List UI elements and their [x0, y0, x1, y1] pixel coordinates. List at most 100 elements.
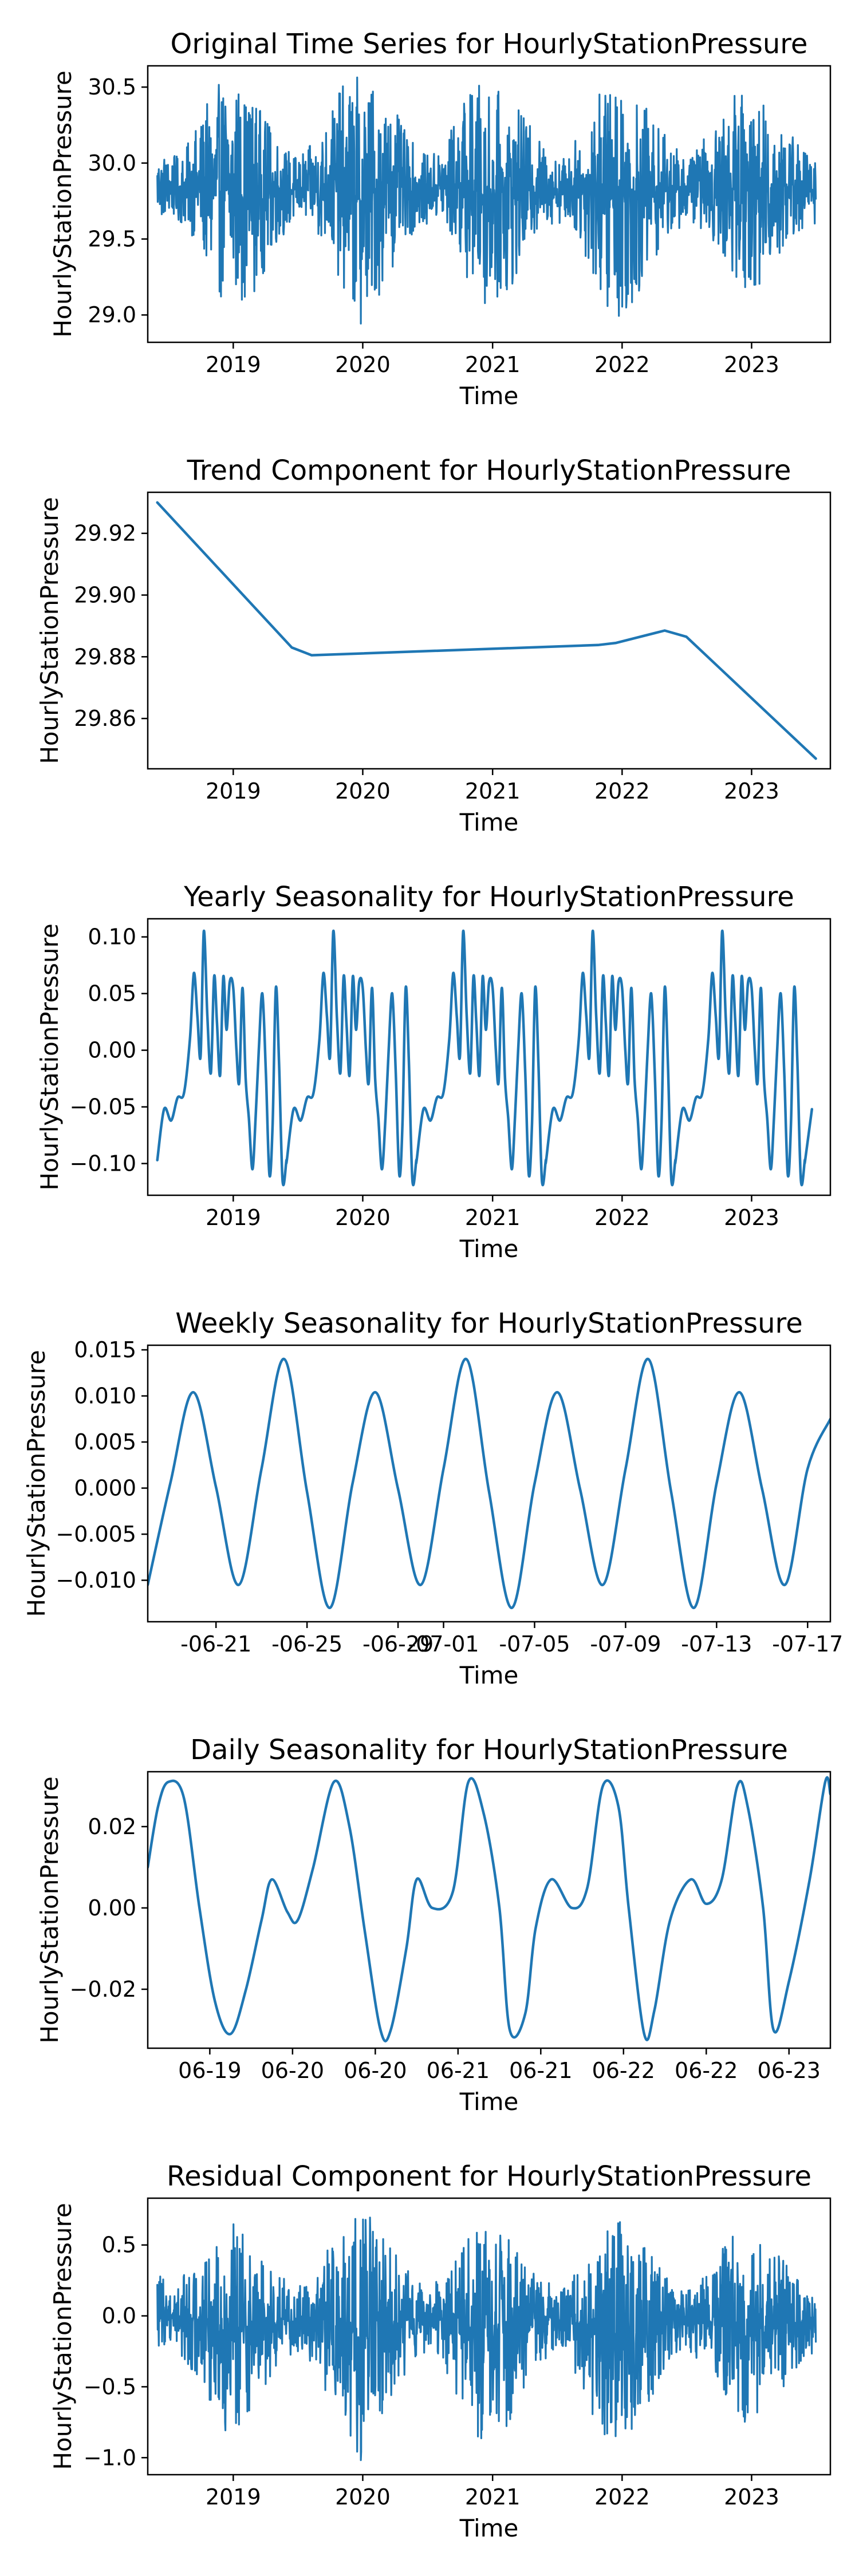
chart-title: Daily Seasonality for HourlyStationPress…	[190, 1734, 788, 1766]
x-tick-label: -07-13	[681, 1631, 752, 1657]
x-tick-label: 2023	[724, 779, 779, 804]
y-tick-label: −0.005	[56, 1522, 136, 1547]
chart-title: Yearly Seasonality for HourlyStationPres…	[183, 881, 794, 913]
x-tick-label: 2022	[594, 2484, 650, 2510]
plot-frame	[147, 491, 832, 770]
chart-panel-6: 2019 2020 2021 2022 2023 −1.0 −0.5 0.0 0.5 Residu…	[49, 2160, 832, 2542]
x-tick-label: -07-09	[590, 1631, 661, 1657]
y-tick-label: 29.88	[74, 644, 136, 669]
x-tick-label: 06-23	[758, 2058, 821, 2083]
y-tick-label: 0.10	[88, 924, 136, 950]
series-group	[156, 929, 814, 1187]
series-line	[148, 1776, 830, 2042]
series-group	[148, 1776, 830, 2042]
x-tick-label: 2021	[465, 352, 521, 377]
y-axis-label: HourlyStationPressure	[36, 923, 64, 1190]
y-axis-label: HourlyStationPressure	[49, 70, 77, 337]
x-axis-label: Time	[459, 2088, 519, 2116]
x-tick-label: -06-25	[271, 1631, 342, 1657]
series-line	[148, 1357, 830, 1610]
plot-frame	[147, 918, 832, 1196]
y-axis-label: HourlyStationPressure	[22, 1350, 50, 1617]
x-tick-label: 2020	[335, 352, 391, 377]
y-tick-label: 0.5	[102, 2233, 136, 2258]
x-axis-label: Time	[459, 1235, 519, 1263]
y-tick-label: −0.010	[56, 1568, 136, 1593]
series-group	[156, 2217, 817, 2462]
x-tick-label: 2023	[724, 1205, 779, 1230]
y-axis-label: HourlyStationPressure	[36, 1776, 64, 2043]
plot-frame	[147, 65, 832, 343]
series-line	[156, 76, 817, 325]
y-tick-label: 0.015	[74, 1337, 136, 1362]
chart-title: Weekly Seasonality for HourlyStationPres…	[175, 1307, 803, 1340]
y-tick-label: 0.0	[102, 2304, 136, 2329]
x-tick-label: 2019	[206, 1205, 261, 1230]
x-tick-label: 2019	[206, 2484, 261, 2510]
y-tick-label: 30.0	[88, 151, 136, 176]
chart-title: Trend Component for HourlyStationPressur…	[187, 455, 791, 487]
x-tick-label: 2021	[465, 779, 521, 804]
x-tick-label: 06-19	[178, 2058, 241, 2083]
y-tick-label: 0.02	[88, 1814, 136, 1839]
chart-panel-4: -06-21 -06-25 -06-29-07-01 -07-05 -07-09 -07-…	[22, 1307, 843, 1689]
x-tick-label: 2022	[594, 1205, 650, 1230]
x-tick-label: -07-01	[408, 1631, 479, 1657]
series-group	[156, 501, 817, 760]
x-axis-label: Time	[459, 382, 519, 410]
y-tick-label: 0.010	[74, 1384, 136, 1409]
x-axis-label: Time	[459, 808, 519, 836]
x-tick-label: 2020	[335, 1205, 391, 1230]
chart-title: Residual Component for HourlyStationPres…	[167, 2160, 811, 2192]
x-tick-label: 06-22	[592, 2058, 655, 2083]
chart-panel-5: 06-19 06-20 06-20 06-21 06-21 06-22 06-22 06-23…	[36, 1734, 832, 2116]
y-tick-label: 0.05	[88, 981, 136, 1006]
y-tick-label: −0.05	[70, 1095, 136, 1120]
x-axis-label: Time	[459, 1661, 519, 1689]
x-tick-label: 06-21	[427, 2058, 490, 2083]
series-group	[148, 1357, 830, 1610]
x-axis-label: Time	[459, 2514, 519, 2542]
x-tick-label: 2022	[594, 779, 650, 804]
y-tick-label: 29.5	[88, 227, 136, 252]
plot-frame	[147, 1771, 832, 2049]
series-line	[156, 2217, 817, 2462]
x-tick-label: 2023	[724, 352, 779, 377]
x-tick-label: 06-22	[675, 2058, 738, 2083]
plot-frame	[147, 2197, 832, 2476]
x-tick-label: 2021	[465, 2484, 521, 2510]
y-axis-label: HourlyStationPressure	[49, 2203, 77, 2470]
series-group	[156, 76, 817, 325]
x-tick-label: -07-17	[772, 1631, 843, 1657]
x-tick-label: -06-21	[180, 1631, 251, 1657]
chart-panel-1: 2019 2020 2021 2022 2023 29.0 29.5 30.0 30.5 Orig…	[49, 28, 832, 410]
y-tick-label: 29.0	[88, 302, 136, 327]
x-tick-label: 2020	[335, 2484, 391, 2510]
series-line	[156, 501, 817, 760]
y-tick-label: 29.92	[74, 521, 136, 546]
y-tick-label: −0.10	[70, 1151, 136, 1176]
chart-panel-3: 2019 2020 2021 2022 2023 −0.10 −0.05 0.00 0.05 0.…	[36, 881, 832, 1263]
y-tick-label: 0.00	[88, 1038, 136, 1063]
y-tick-label: 0.000	[74, 1476, 136, 1501]
chart-title: Original Time Series for HourlyStationPr…	[171, 28, 808, 60]
y-tick-label: 0.00	[88, 1895, 136, 1921]
y-tick-label: 29.90	[74, 583, 136, 608]
series-line	[156, 929, 814, 1187]
y-axis-label: HourlyStationPressure	[36, 497, 64, 764]
x-tick-label: 06-20	[261, 2058, 324, 2083]
x-tick-label: -07-05	[499, 1631, 570, 1657]
y-tick-label: −1.0	[84, 2445, 136, 2470]
y-tick-label: 30.5	[88, 74, 136, 100]
x-tick-label: 2019	[206, 352, 261, 377]
x-tick-label: 06-20	[344, 2058, 407, 2083]
x-tick-label: 2019	[206, 779, 261, 804]
x-tick-label: 2023	[724, 2484, 779, 2510]
chart-panel-2: 2019 2020 2021 2022 2023 29.86 29.88 29.90 29.92…	[36, 455, 832, 836]
x-tick-label: 06-21	[509, 2058, 572, 2083]
y-tick-label: −0.02	[70, 1977, 136, 2002]
y-tick-label: 0.005	[74, 1429, 136, 1455]
x-tick-label: -06-29	[362, 1631, 434, 1657]
plot-frame	[147, 1344, 832, 1623]
